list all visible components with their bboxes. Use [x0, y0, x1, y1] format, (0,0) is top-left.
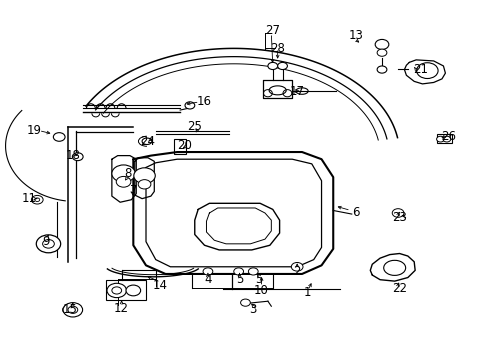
Circle shape [107, 283, 126, 298]
Text: 5: 5 [235, 273, 243, 286]
Circle shape [134, 168, 155, 184]
Circle shape [376, 66, 386, 73]
Text: 27: 27 [264, 24, 280, 37]
Text: 24: 24 [140, 135, 155, 148]
Circle shape [138, 180, 151, 189]
Circle shape [112, 287, 122, 294]
Circle shape [291, 262, 303, 271]
Circle shape [203, 268, 212, 275]
Text: 22: 22 [391, 282, 406, 295]
Circle shape [184, 102, 194, 109]
Text: 16: 16 [197, 95, 212, 108]
Text: 14: 14 [153, 279, 168, 292]
Circle shape [376, 49, 386, 56]
Text: 2: 2 [293, 265, 300, 278]
Circle shape [374, 40, 388, 49]
Circle shape [31, 195, 43, 204]
Text: 4: 4 [204, 273, 211, 286]
Text: 7: 7 [129, 184, 137, 197]
Text: 12: 12 [114, 302, 129, 315]
Circle shape [116, 176, 131, 187]
Circle shape [248, 268, 258, 275]
Circle shape [126, 285, 141, 296]
Text: 13: 13 [347, 29, 363, 42]
FancyBboxPatch shape [436, 134, 451, 143]
Text: 25: 25 [187, 121, 202, 134]
Text: 15: 15 [62, 303, 77, 316]
Circle shape [112, 165, 135, 182]
Text: 18: 18 [65, 149, 80, 162]
Circle shape [233, 268, 243, 275]
Text: 23: 23 [391, 211, 406, 224]
Text: 17: 17 [289, 85, 304, 98]
Text: 9: 9 [41, 235, 49, 248]
Text: 19: 19 [26, 124, 41, 137]
Circle shape [53, 133, 65, 141]
Text: 10: 10 [254, 284, 268, 297]
Text: 26: 26 [440, 130, 455, 143]
FancyBboxPatch shape [173, 139, 185, 154]
Circle shape [63, 303, 82, 317]
Circle shape [72, 153, 83, 161]
Text: 6: 6 [351, 207, 359, 220]
Text: 28: 28 [270, 41, 285, 54]
Text: 3: 3 [249, 303, 256, 316]
FancyBboxPatch shape [105, 280, 145, 300]
Circle shape [68, 306, 78, 314]
Circle shape [442, 136, 450, 142]
Circle shape [277, 62, 287, 69]
Text: 1: 1 [304, 287, 311, 300]
Text: 11: 11 [21, 192, 37, 205]
Text: 5: 5 [255, 273, 262, 286]
Circle shape [35, 198, 40, 202]
Circle shape [416, 63, 437, 78]
Text: 8: 8 [123, 167, 131, 180]
Circle shape [42, 239, 54, 248]
Text: 21: 21 [413, 63, 427, 76]
Circle shape [436, 136, 444, 142]
Circle shape [267, 62, 277, 69]
Circle shape [240, 299, 250, 306]
Circle shape [391, 209, 403, 217]
Circle shape [36, 235, 61, 253]
Text: 20: 20 [177, 139, 192, 152]
